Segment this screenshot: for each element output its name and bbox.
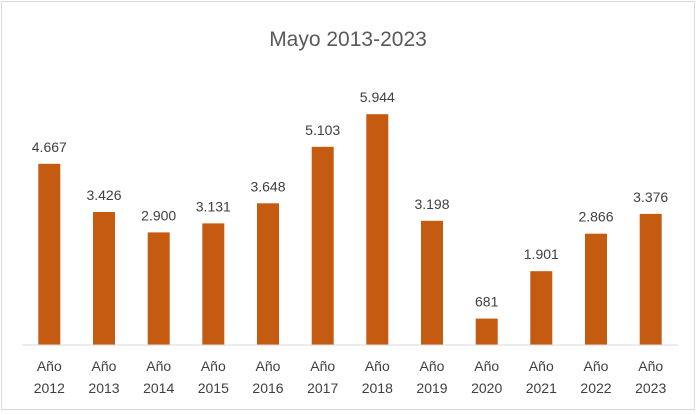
bar-2019 (421, 220, 443, 345)
x-tick-label-2014: Año 2014 (143, 358, 174, 396)
x-tick-label-2012: Año 2012 (34, 358, 65, 396)
bar-2018 (366, 114, 389, 345)
bar-2015 (202, 223, 225, 345)
data-label-2015: 3.131 (196, 198, 231, 214)
data-label-2017: 5.103 (305, 122, 340, 138)
x-tick-label-2022: Año 2022 (580, 358, 611, 396)
x-tick-label-2020: Año 2020 (471, 358, 502, 396)
bar-2013 (93, 212, 115, 345)
x-tick-labels-group: Año 2012 Año 2013 Año 2014 Año 2015 Año 2016 Año 20… (34, 358, 667, 396)
bar-2012 (38, 163, 61, 345)
bar-2021 (530, 271, 553, 345)
bar-2016 (257, 203, 279, 345)
chart-title: Mayo 2013-2023 (269, 28, 427, 51)
bars-group (38, 114, 662, 345)
bar-2023 (639, 213, 662, 345)
data-label-2016: 3.648 (250, 178, 285, 194)
data-labels-group: 4.667 3.426 2.900 3.131 3.648 5.103 5.944 3.198… (32, 89, 669, 309)
x-tick-label-2017: Año 2017 (307, 358, 338, 396)
x-tick-label-2018: Año 2018 (362, 358, 393, 396)
data-label-2014: 2.900 (141, 207, 176, 223)
data-label-2013: 3.426 (86, 187, 121, 203)
bar-2022 (585, 233, 607, 345)
data-label-2018: 5.944 (360, 89, 395, 105)
x-tick-label-2021: Año 2021 (526, 358, 557, 396)
data-label-2023: 3.376 (633, 189, 668, 205)
bar-2020 (475, 318, 498, 345)
x-tick-label-2015: Año 2015 (198, 358, 229, 396)
bar-2017 (311, 146, 334, 345)
x-tick-label-2016: Año 2016 (252, 358, 283, 396)
data-label-2019: 3.198 (414, 196, 449, 212)
chart-frame (1, 1, 695, 410)
data-label-2012: 4.667 (32, 139, 67, 155)
data-label-2020: 681 (475, 294, 499, 310)
x-tick-label-2013: Año 2013 (88, 358, 119, 396)
data-label-2022: 2.866 (578, 209, 613, 225)
x-tick-label-2023: Año 2023 (635, 358, 666, 396)
x-tick-label-2019: Año 2019 (416, 358, 447, 396)
bar-2014 (147, 232, 170, 345)
data-label-2021: 1.901 (524, 246, 559, 262)
